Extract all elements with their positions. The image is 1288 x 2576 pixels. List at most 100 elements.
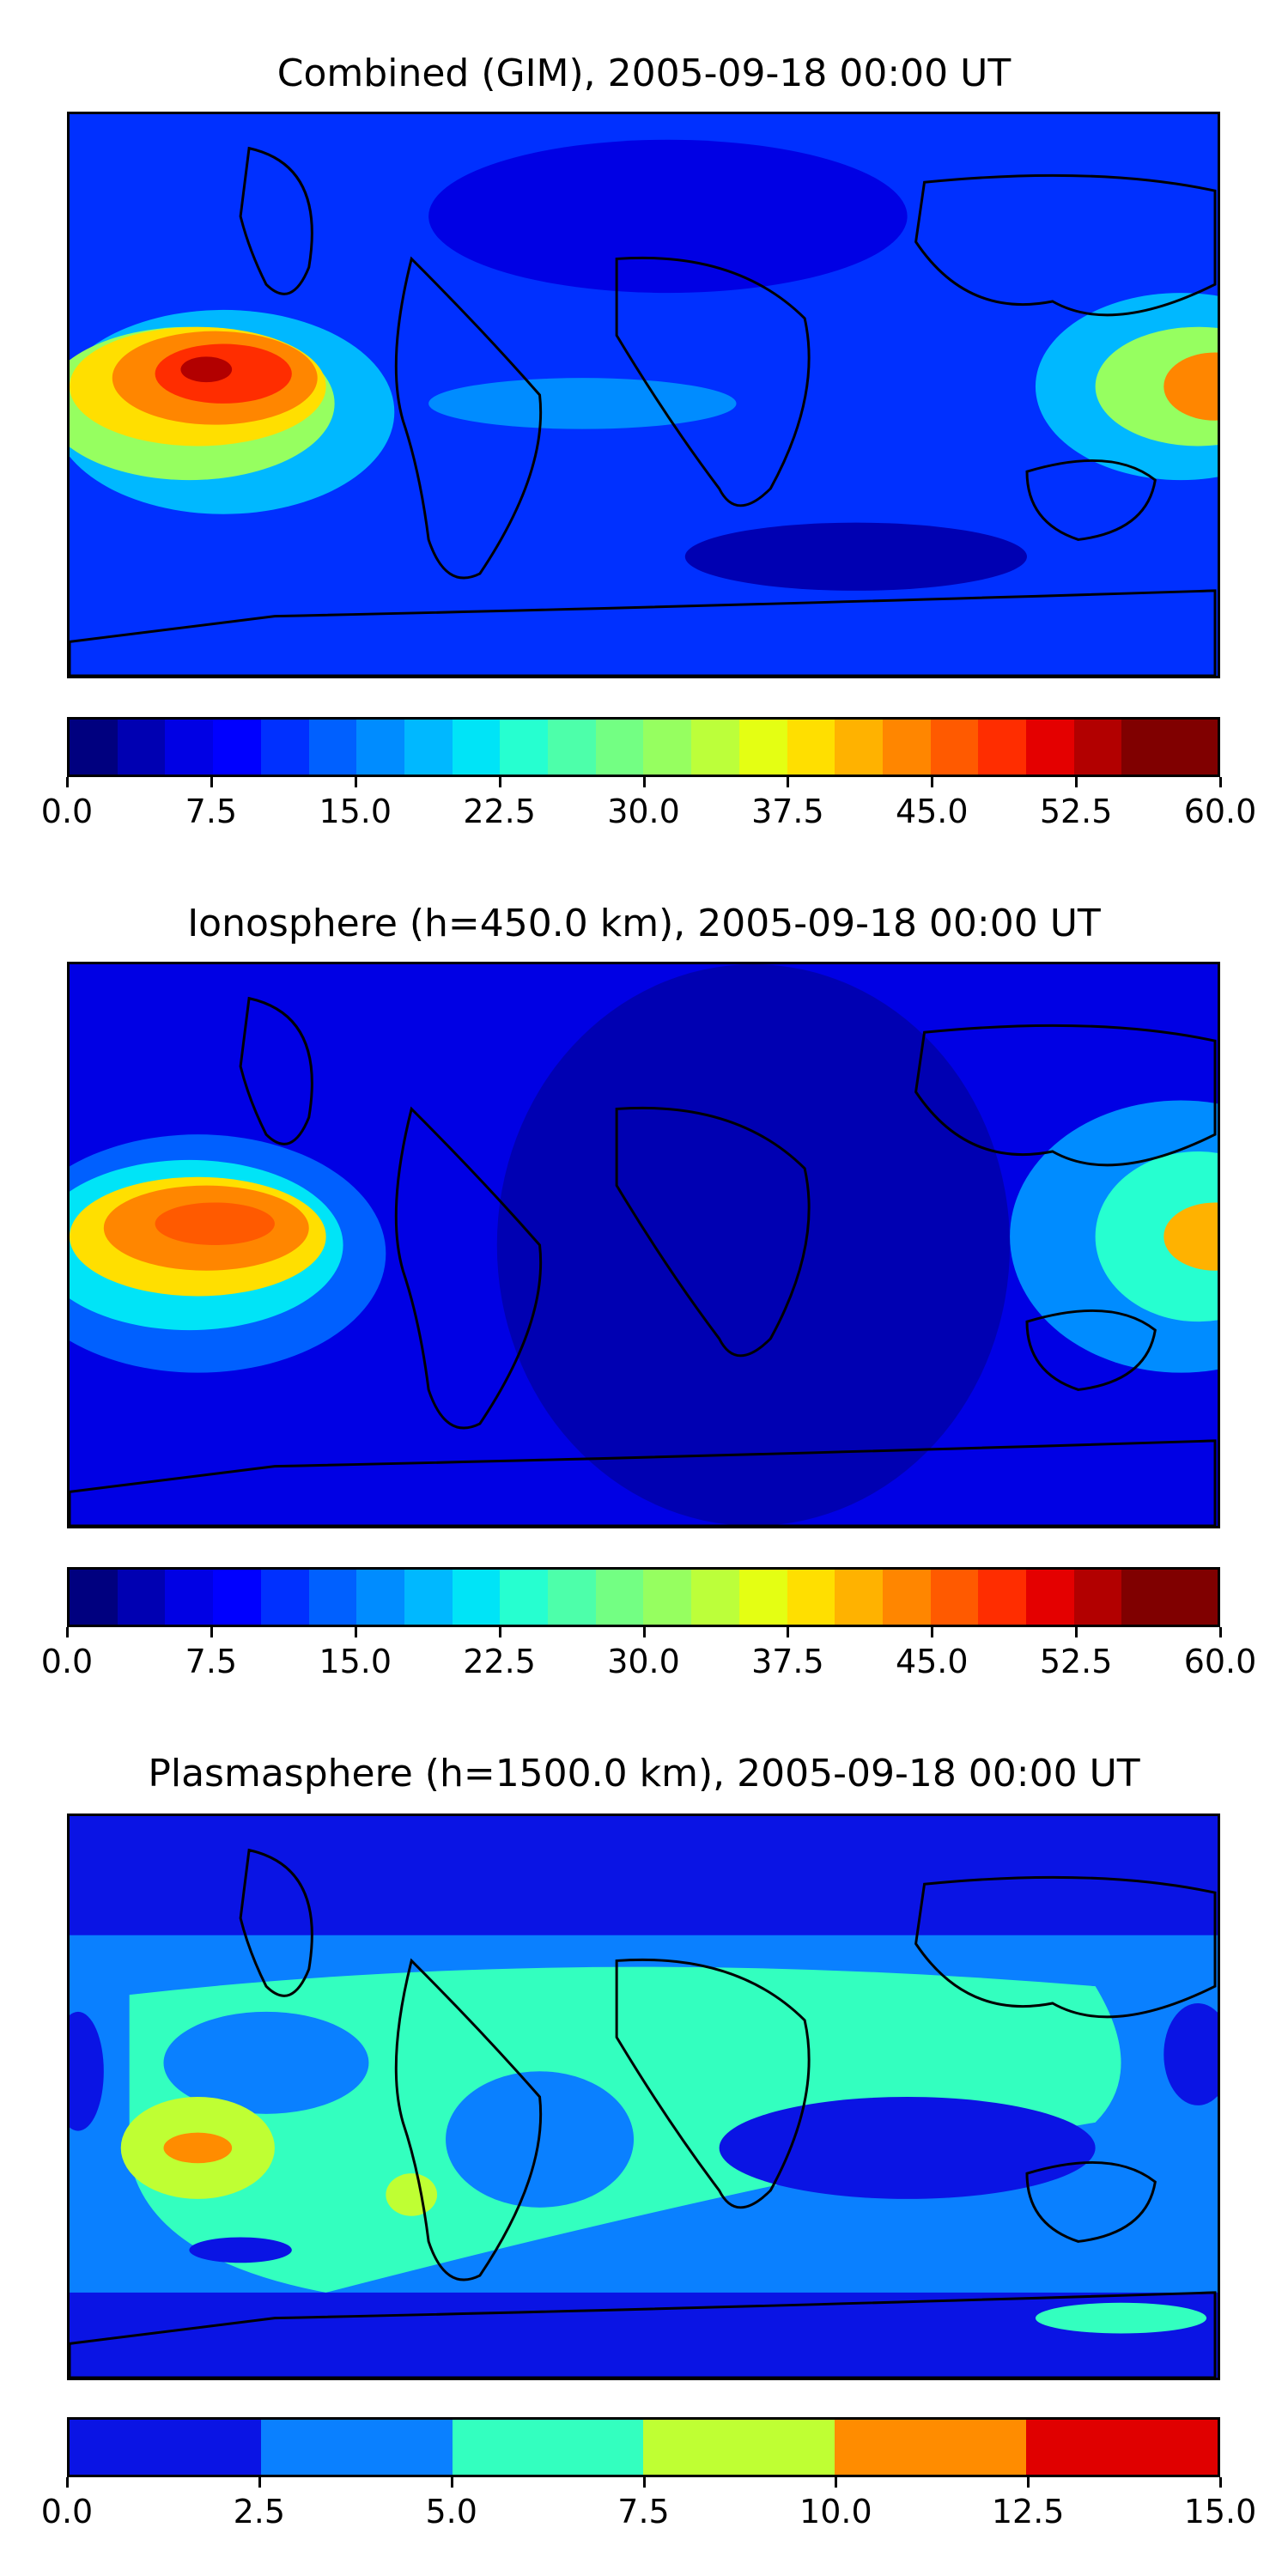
colorbar-swatch: [1026, 2420, 1218, 2475]
colorbar-swatch: [404, 1570, 453, 1625]
colorbar-tick-mark: [787, 1627, 790, 1637]
colorbar-tick-label: 0.0: [40, 2493, 94, 2530]
colorbar-swatch: [691, 720, 739, 775]
colorbar-swatch: [738, 1570, 787, 1625]
colorbar-tick-label: 45.0: [895, 793, 969, 830]
colorbar-tick-mark: [787, 777, 790, 787]
colorbar-tick-mark: [450, 2477, 453, 2488]
colorbar-tick-mark: [66, 1627, 69, 1637]
colorbar-swatch: [978, 1570, 1027, 1625]
colorbar-ticks-combined: 0.0 7.5 15.0 22.5 30.0 37.5 45.0 52.5 60.0: [41, 777, 1256, 830]
colorbar-swatch: [930, 1570, 979, 1625]
colorbar-swatch: [117, 720, 166, 775]
colorbar-swatch: [1170, 720, 1218, 775]
colorbar-tick-mark: [1075, 1627, 1078, 1637]
colorbar-tick-label: 37.5: [751, 793, 824, 830]
colorbar-swatch: [452, 2420, 644, 2475]
colorbar-swatch: [643, 720, 692, 775]
colorbar-swatch: [787, 1570, 835, 1625]
map-plasmasphere: [67, 1814, 1220, 2380]
colorbar-tick-label: 30.0: [607, 1643, 680, 1680]
colorbar-swatch: [165, 720, 214, 775]
colorbar-ticks-ionosphere: 0.0 7.5 15.0 22.5 30.0 37.5 45.0 52.5 60.0: [41, 1627, 1256, 1680]
colorbar-tick-label: 0.0: [40, 793, 94, 830]
colorbar-swatch: [882, 1570, 931, 1625]
colorbar-combined: [67, 717, 1220, 777]
colorbar-tick-mark: [66, 777, 69, 787]
colorbar-tick-label: 12.5: [991, 2493, 1065, 2530]
map-ionosphere: [67, 962, 1220, 1528]
colorbar-swatch: [356, 720, 404, 775]
colorbar-swatch: [356, 1570, 404, 1625]
colorbar-swatch: [117, 1570, 166, 1625]
colorbar-swatch: [260, 720, 309, 775]
colorbar-swatch: [548, 1570, 596, 1625]
colorbar-swatch: [1121, 720, 1170, 775]
colorbar-swatch: [70, 720, 118, 775]
colorbar-plasmasphere: [67, 2417, 1220, 2477]
colorbar-tick-label: 60.0: [1183, 1643, 1257, 1680]
colorbar-swatch: [1073, 720, 1122, 775]
colorbar-swatch: [260, 1570, 309, 1625]
colorbar-swatch: [404, 720, 453, 775]
colorbar-tick-label: 60.0: [1183, 793, 1257, 830]
colorbar-tick-mark: [66, 2477, 69, 2488]
colorbar-tick-label: 30.0: [607, 793, 680, 830]
colorbar-tick-label: 0.0: [40, 1643, 94, 1680]
colorbar-tick-label: 52.5: [1039, 793, 1113, 830]
colorbar-swatch: [500, 1570, 549, 1625]
colorbar-tick-label: 52.5: [1039, 1643, 1113, 1680]
colorbar-swatch: [213, 720, 261, 775]
colorbar-tick-mark: [1075, 777, 1078, 787]
colorbar-tick-mark: [931, 777, 934, 787]
map-title-ionosphere: Ionosphere (h=450.0 km), 2005-09-18 00:0…: [187, 902, 1101, 945]
colorbar-ticks-plasmasphere: 0.0 2.5 5.0 7.5 10.0 12.5 15.0: [41, 2477, 1256, 2530]
colorbar-swatch: [1026, 1570, 1074, 1625]
colorbar-tick-label: 37.5: [751, 1643, 824, 1680]
map-title-plasmasphere: Plasmasphere (h=1500.0 km), 2005-09-18 0…: [148, 1752, 1140, 1795]
colorbar-swatch: [978, 720, 1027, 775]
colorbar-swatch: [595, 720, 644, 775]
colorbar-swatch: [882, 720, 931, 775]
colorbar-tick-label: 7.5: [185, 1643, 238, 1680]
colorbar-swatch: [835, 2420, 1027, 2475]
colorbar-swatch: [787, 720, 835, 775]
colorbar-tick-label: 7.5: [617, 2493, 670, 2530]
colorbar-swatch: [70, 2420, 261, 2475]
colorbar-tick-label: 15.0: [319, 793, 392, 830]
colorbar-tick-label: 22.5: [463, 1643, 536, 1680]
colorbar-swatch: [213, 1570, 261, 1625]
colorbar-swatch: [930, 720, 979, 775]
colorbar-swatch: [260, 2420, 453, 2475]
colorbar-tick-label: 2.5: [233, 2493, 286, 2530]
colorbar-swatch: [308, 720, 357, 775]
colorbar-swatch: [595, 1570, 644, 1625]
colorbar-tick-mark: [1219, 2477, 1222, 2488]
colorbar-swatch: [500, 720, 549, 775]
colorbar-tick-mark: [354, 777, 357, 787]
colorbar-tick-mark: [835, 2477, 838, 2488]
colorbar-tick-label: 22.5: [463, 793, 536, 830]
colorbar-tick-label: 10.0: [799, 2493, 872, 2530]
colorbar-tick-mark: [931, 1627, 934, 1637]
colorbar-tick-mark: [1219, 1627, 1222, 1637]
colorbar-swatch: [165, 1570, 214, 1625]
colorbar-swatch: [452, 1570, 501, 1625]
colorbar-tick-mark: [498, 777, 501, 787]
colorbar-swatch: [308, 1570, 357, 1625]
colorbar-swatch: [643, 2420, 835, 2475]
colorbar-swatch: [1073, 1570, 1122, 1625]
colorbar-swatch: [1026, 720, 1074, 775]
colorbar-swatch: [691, 1570, 739, 1625]
colorbar-swatch: [548, 720, 596, 775]
colorbar-tick-mark: [210, 777, 213, 787]
map-combined-gim: [67, 112, 1220, 678]
colorbar-tick-mark: [258, 2477, 261, 2488]
colorbar-swatch: [738, 720, 787, 775]
colorbar-swatch: [643, 1570, 692, 1625]
colorbar-swatch: [835, 1570, 883, 1625]
colorbar-swatch: [1170, 1570, 1218, 1625]
colorbar-tick-mark: [354, 1627, 357, 1637]
colorbar-swatch: [1121, 1570, 1170, 1625]
colorbar-tick-label: 5.0: [425, 2493, 477, 2530]
